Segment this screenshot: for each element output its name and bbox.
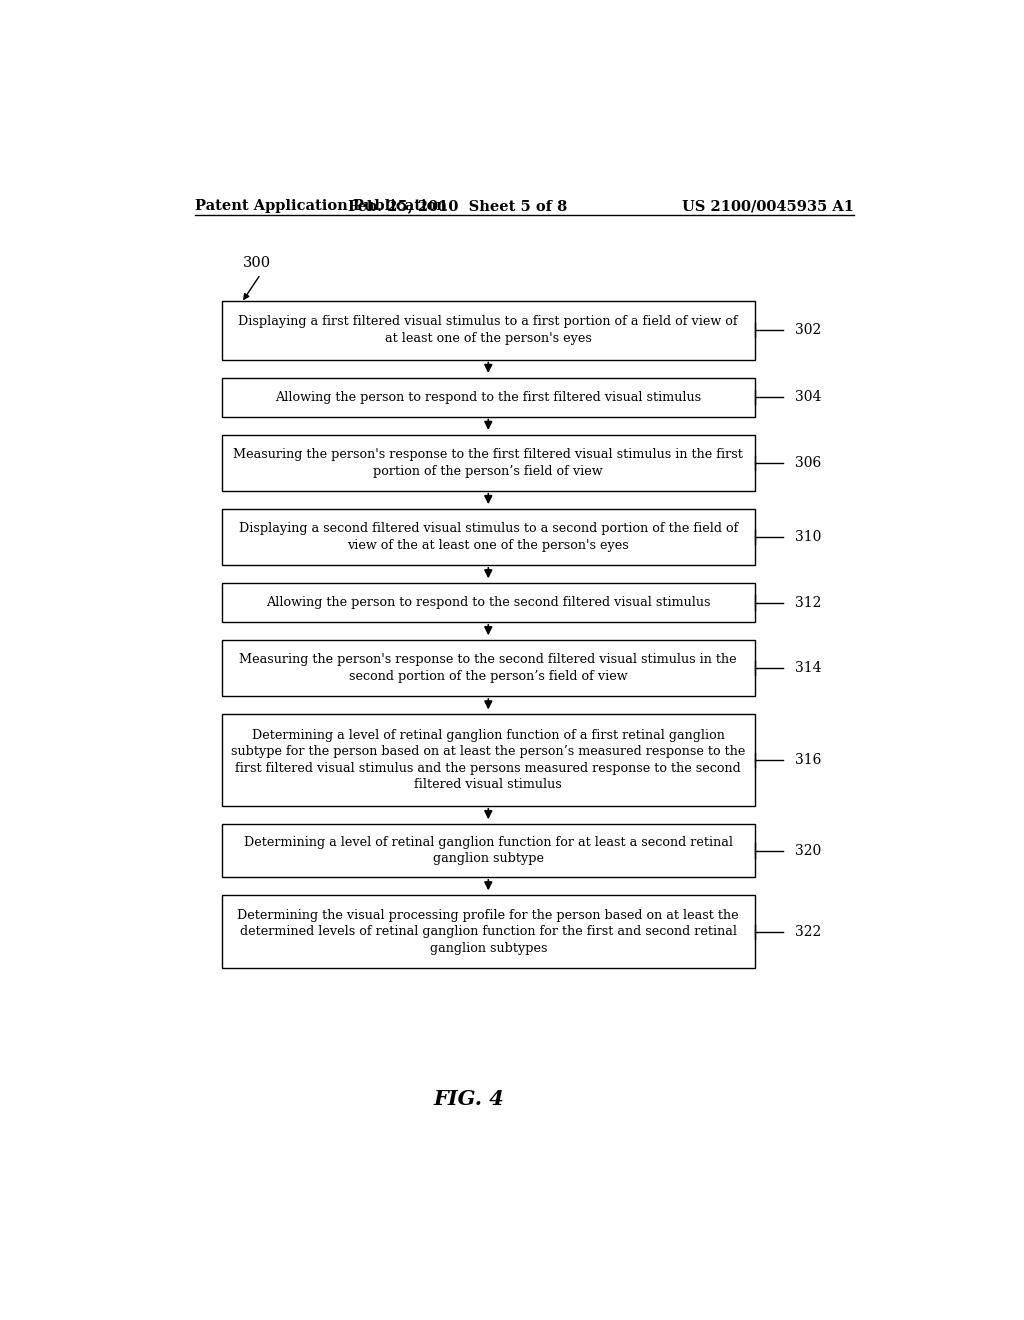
Text: 302: 302	[795, 323, 821, 337]
Text: Patent Application Publication: Patent Application Publication	[196, 199, 447, 213]
Text: Measuring the person's response to the first filtered visual stimulus in the fir: Measuring the person's response to the f…	[233, 447, 743, 478]
Text: Measuring the person's response to the second filtered visual stimulus in the
se: Measuring the person's response to the s…	[240, 653, 737, 682]
Text: 320: 320	[795, 843, 821, 858]
Bar	[221, 895, 755, 969]
Text: 304: 304	[795, 391, 821, 404]
Text: FIG. 4: FIG. 4	[434, 1089, 505, 1109]
Bar	[221, 640, 755, 696]
Text: Displaying a first filtered visual stimulus to a first portion of a field of vie: Displaying a first filtered visual stimu…	[239, 315, 738, 345]
Text: Displaying a second filtered visual stimulus to a second portion of the field of: Displaying a second filtered visual stim…	[239, 523, 738, 552]
Bar	[221, 714, 755, 805]
Text: 316: 316	[795, 754, 821, 767]
Text: 312: 312	[795, 595, 821, 610]
Bar	[221, 301, 755, 359]
Bar	[221, 510, 755, 565]
Text: 322: 322	[795, 925, 821, 939]
Text: 314: 314	[795, 661, 821, 675]
Text: Determining the visual processing profile for the person based on at least the
d: Determining the visual processing profil…	[238, 909, 739, 954]
Text: Determining a level of retinal ganglion function for at least a second retinal
g: Determining a level of retinal ganglion …	[244, 836, 733, 866]
Text: Allowing the person to respond to the first filtered visual stimulus: Allowing the person to respond to the fi…	[275, 391, 701, 404]
Text: Allowing the person to respond to the second filtered visual stimulus: Allowing the person to respond to the se…	[266, 597, 711, 609]
Bar	[221, 583, 755, 622]
Text: 310: 310	[795, 531, 821, 544]
Bar	[221, 378, 755, 417]
Text: 306: 306	[795, 455, 821, 470]
Text: Determining a level of retinal ganglion function of a first retinal ganglion
sub: Determining a level of retinal ganglion …	[231, 729, 745, 792]
Bar	[221, 434, 755, 491]
Text: 300: 300	[243, 256, 271, 271]
Bar	[221, 824, 755, 876]
Text: Feb. 25, 2010  Sheet 5 of 8: Feb. 25, 2010 Sheet 5 of 8	[348, 199, 567, 213]
Text: US 2100/0045935 A1: US 2100/0045935 A1	[682, 199, 854, 213]
